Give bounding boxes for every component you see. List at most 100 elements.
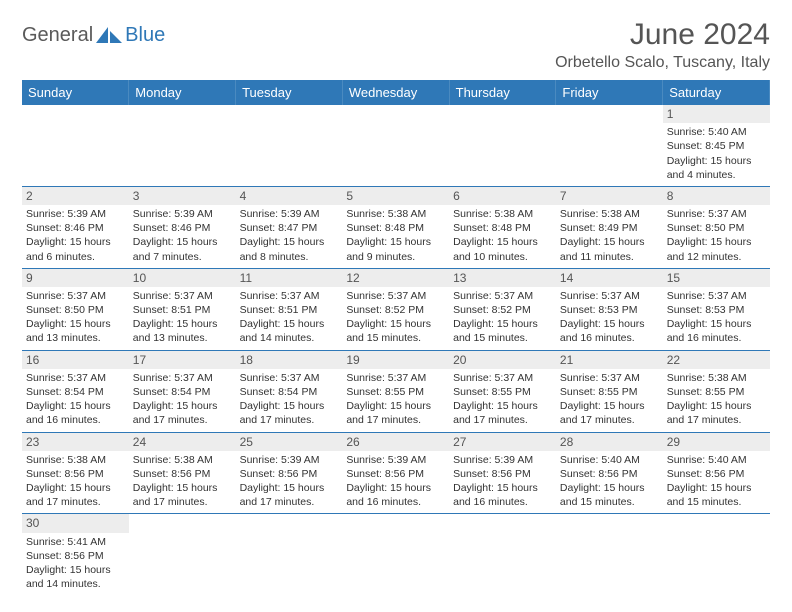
calendar-week-row: 30Sunrise: 5:41 AMSunset: 8:56 PMDayligh… <box>22 514 770 595</box>
calendar-day-cell: 10Sunrise: 5:37 AMSunset: 8:51 PMDayligh… <box>129 268 236 350</box>
sunset-line: Sunset: 8:52 PM <box>453 303 552 317</box>
sunset-line: Sunset: 8:45 PM <box>667 139 766 153</box>
day-number: 17 <box>129 351 236 369</box>
sunrise-line: Sunrise: 5:39 AM <box>133 207 232 221</box>
daylight-line: Daylight: 15 hours and 4 minutes. <box>667 154 766 182</box>
weekday-header: Saturday <box>663 80 770 105</box>
daylight-line: Daylight: 15 hours and 17 minutes. <box>133 481 232 509</box>
calendar-day-cell: 23Sunrise: 5:38 AMSunset: 8:56 PMDayligh… <box>22 432 129 514</box>
calendar-day-cell: 2Sunrise: 5:39 AMSunset: 8:46 PMDaylight… <box>22 186 129 268</box>
sunrise-line: Sunrise: 5:40 AM <box>667 453 766 467</box>
sunrise-line: Sunrise: 5:37 AM <box>346 289 445 303</box>
calendar-table: Sunday Monday Tuesday Wednesday Thursday… <box>22 80 770 595</box>
day-number: 22 <box>663 351 770 369</box>
calendar-day-cell: 15 Sunrise: 5:37 AMSunset: 8:53 PMDayligh… <box>663 268 770 350</box>
logo-text-general: General <box>22 24 93 47</box>
daylight-line: Daylight: 15 hours and 16 minutes. <box>667 317 766 345</box>
calendar-day-cell: 22Sunrise: 5:38 AMSunset: 8:55 PMDayligh… <box>663 350 770 432</box>
sunset-line: Sunset: 8:56 PM <box>560 467 659 481</box>
weekday-header-row: Sunday Monday Tuesday Wednesday Thursday… <box>22 80 770 105</box>
calendar-day-cell <box>449 514 556 595</box>
sunset-line: Sunset: 8:54 PM <box>133 385 232 399</box>
calendar-day-cell <box>236 514 343 595</box>
sunset-line: Sunset: 8:56 PM <box>667 467 766 481</box>
daylight-line: Daylight: 15 hours and 17 minutes. <box>133 399 232 427</box>
calendar-week-row: 1Sunrise: 5:40 AMSunset: 8:45 PMDaylight… <box>22 105 770 186</box>
sunset-line: Sunset: 8:56 PM <box>240 467 339 481</box>
calendar-day-cell: 19Sunrise: 5:37 AMSunset: 8:55 PMDayligh… <box>342 350 449 432</box>
sunrise-line: Sunrise: 5:37 AM <box>560 371 659 385</box>
daylight-line: Daylight: 15 hours and 14 minutes. <box>26 563 125 591</box>
sunrise-line: Sunrise: 5:37 AM <box>133 371 232 385</box>
sunset-line: Sunset: 8:53 PM <box>560 303 659 317</box>
sunrise-line: Sunrise: 5:39 AM <box>346 453 445 467</box>
day-number: 27 <box>449 433 556 451</box>
day-number: 5 <box>342 187 449 205</box>
calendar-day-cell <box>236 105 343 186</box>
sunset-line: Sunset: 8:56 PM <box>453 467 552 481</box>
calendar-day-cell: 3Sunrise: 5:39 AMSunset: 8:46 PMDaylight… <box>129 186 236 268</box>
sunset-line: Sunset: 8:46 PM <box>133 221 232 235</box>
calendar-day-cell: 7Sunrise: 5:38 AMSunset: 8:49 PMDaylight… <box>556 186 663 268</box>
day-number: 15 <box>663 269 770 287</box>
calendar-day-cell <box>342 105 449 186</box>
calendar-day-cell <box>556 514 663 595</box>
calendar-day-cell: 17 Sunrise: 5:37 AMSunset: 8:54 PMDayligh… <box>129 350 236 432</box>
calendar-day-cell: 27Sunrise: 5:39 AMSunset: 8:56 PMDayligh… <box>449 432 556 514</box>
sunrise-line: Sunrise: 5:40 AM <box>667 125 766 139</box>
calendar-day-cell: 1Sunrise: 5:40 AMSunset: 8:45 PMDaylight… <box>663 105 770 186</box>
daylight-line: Daylight: 15 hours and 15 minutes. <box>453 317 552 345</box>
calendar-day-cell: 12Sunrise: 5:37 AMSunset: 8:52 PMDayligh… <box>342 268 449 350</box>
day-number: 29 <box>663 433 770 451</box>
sunset-line: Sunset: 8:52 PM <box>346 303 445 317</box>
calendar-week-row: 2Sunrise: 5:39 AMSunset: 8:46 PMDaylight… <box>22 186 770 268</box>
calendar-day-cell <box>129 514 236 595</box>
sunset-line: Sunset: 8:49 PM <box>560 221 659 235</box>
weekday-header: Wednesday <box>342 80 449 105</box>
sunset-line: Sunset: 8:50 PM <box>26 303 125 317</box>
day-number: 24 <box>129 433 236 451</box>
daylight-line: Daylight: 15 hours and 16 minutes. <box>560 317 659 345</box>
logo-text-blue: Blue <box>125 24 165 47</box>
sunrise-line: Sunrise: 5:38 AM <box>133 453 232 467</box>
daylight-line: Daylight: 15 hours and 17 minutes. <box>453 399 552 427</box>
calendar-day-cell <box>663 514 770 595</box>
calendar-day-cell: 11Sunrise: 5:37 AMSunset: 8:51 PMDayligh… <box>236 268 343 350</box>
calendar-day-cell: 26 Sunrise: 5:39 AMSunset: 8:56 PMDayligh… <box>342 432 449 514</box>
daylight-line: Daylight: 15 hours and 10 minutes. <box>453 235 552 263</box>
sunset-line: Sunset: 8:56 PM <box>26 549 125 563</box>
sunrise-line: Sunrise: 5:38 AM <box>560 207 659 221</box>
daylight-line: Daylight: 15 hours and 16 minutes. <box>26 399 125 427</box>
calendar-day-cell: 30Sunrise: 5:41 AMSunset: 8:56 PMDayligh… <box>22 514 129 595</box>
sunrise-line: Sunrise: 5:40 AM <box>560 453 659 467</box>
calendar-day-cell <box>22 105 129 186</box>
sunset-line: Sunset: 8:55 PM <box>560 385 659 399</box>
sunset-line: Sunset: 8:53 PM <box>667 303 766 317</box>
daylight-line: Daylight: 15 hours and 16 minutes. <box>346 481 445 509</box>
calendar-day-cell: 29Sunrise: 5:40 AMSunset: 8:56 PMDayligh… <box>663 432 770 514</box>
calendar-day-cell <box>449 105 556 186</box>
sunrise-line: Sunrise: 5:39 AM <box>240 453 339 467</box>
daylight-line: Daylight: 15 hours and 15 minutes. <box>560 481 659 509</box>
sunset-line: Sunset: 8:55 PM <box>453 385 552 399</box>
calendar-day-cell <box>342 514 449 595</box>
daylight-line: Daylight: 15 hours and 7 minutes. <box>133 235 232 263</box>
daylight-line: Daylight: 15 hours and 8 minutes. <box>240 235 339 263</box>
day-number: 26 <box>342 433 449 451</box>
sunset-line: Sunset: 8:54 PM <box>26 385 125 399</box>
calendar-day-cell <box>129 105 236 186</box>
day-number: 4 <box>236 187 343 205</box>
sunset-line: Sunset: 8:56 PM <box>346 467 445 481</box>
sunrise-line: Sunrise: 5:37 AM <box>667 207 766 221</box>
daylight-line: Daylight: 15 hours and 17 minutes. <box>667 399 766 427</box>
calendar-week-row: 9Sunrise: 5:37 AMSunset: 8:50 PMDaylight… <box>22 268 770 350</box>
sunset-line: Sunset: 8:56 PM <box>133 467 232 481</box>
sunrise-line: Sunrise: 5:37 AM <box>667 289 766 303</box>
day-number: 7 <box>556 187 663 205</box>
sunrise-line: Sunrise: 5:37 AM <box>346 371 445 385</box>
calendar-day-cell: 20Sunrise: 5:37 AMSunset: 8:55 PMDayligh… <box>449 350 556 432</box>
sunset-line: Sunset: 8:56 PM <box>26 467 125 481</box>
calendar-day-cell: 13Sunrise: 5:37 AMSunset: 8:52 PMDayligh… <box>449 268 556 350</box>
calendar-day-cell: 25Sunrise: 5:39 AMSunset: 8:56 PMDayligh… <box>236 432 343 514</box>
month-title: June 2024 <box>555 18 770 52</box>
